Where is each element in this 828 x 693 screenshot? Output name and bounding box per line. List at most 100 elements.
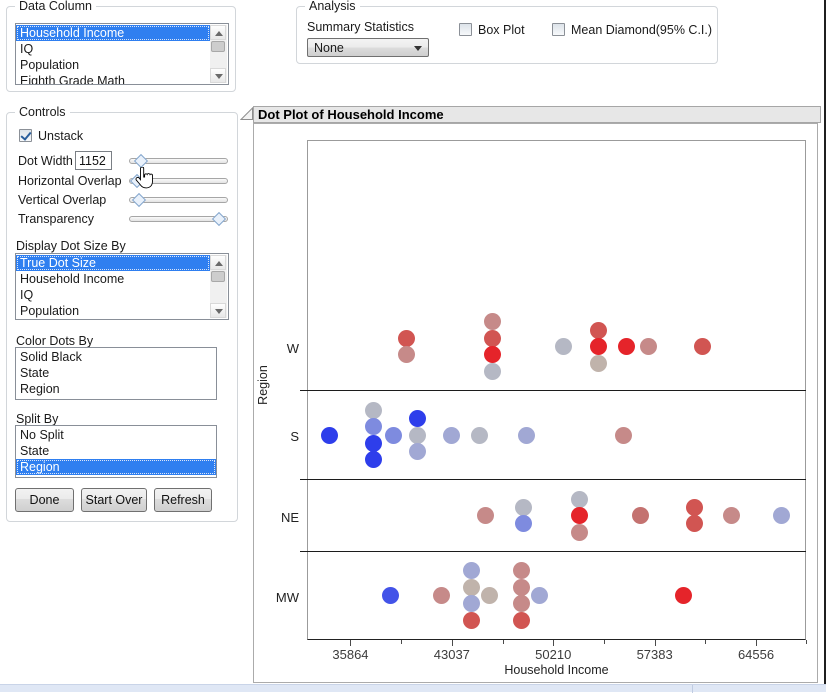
list-item[interactable]: Household Income	[16, 25, 210, 41]
data-dot[interactable]	[685, 515, 703, 533]
data-dot[interactable]	[476, 507, 494, 524]
data-dot[interactable]	[570, 523, 588, 541]
window-right-border	[824, 0, 826, 692]
list-item[interactable]: Region	[20, 382, 60, 396]
data-dot[interactable]	[693, 338, 711, 355]
data-dot[interactable]	[570, 507, 588, 524]
start-over-button[interactable]: Start Over	[81, 488, 147, 512]
data-dot[interactable]	[397, 346, 415, 364]
color-dots-by-list[interactable]: Solid Black State Region	[15, 347, 217, 400]
data-dot[interactable]	[723, 507, 740, 524]
dot-width-slider[interactable]	[129, 153, 228, 169]
report-title-bar[interactable]: Dot Plot of Household Income	[253, 106, 821, 123]
data-dot[interactable]	[364, 418, 382, 436]
data-dot[interactable]	[385, 426, 402, 444]
list-item[interactable]: Region	[16, 459, 216, 475]
data-dot[interactable]	[512, 578, 530, 596]
data-dot[interactable]	[514, 515, 532, 533]
data-dot[interactable]	[483, 329, 501, 347]
list-item[interactable]: No Split	[20, 428, 64, 442]
data-dot[interactable]	[589, 354, 607, 372]
scroll-thumb[interactable]	[211, 271, 225, 282]
data-column-scrollbar[interactable]	[210, 25, 227, 83]
data-dot[interactable]	[483, 313, 501, 331]
data-dot[interactable]	[462, 611, 480, 629]
list-item[interactable]: Population	[20, 304, 80, 318]
list-item[interactable]: State	[20, 366, 50, 380]
display-dot-size-scrollbar[interactable]	[210, 255, 227, 318]
transparency-slider[interactable]	[129, 211, 228, 227]
mean-diamond-checkbox[interactable]	[552, 23, 565, 36]
data-dot[interactable]	[408, 410, 426, 427]
data-dot[interactable]	[397, 329, 415, 347]
y-axis-title: Region	[256, 365, 270, 405]
list-item[interactable]: Household Income	[20, 272, 125, 286]
data-dot[interactable]	[554, 338, 572, 355]
display-dot-size-by-label: Display Dot Size By	[16, 239, 126, 253]
dot-width-input[interactable]	[75, 151, 112, 170]
list-item[interactable]: IQ	[20, 42, 34, 56]
data-dot[interactable]	[442, 426, 460, 444]
data-dot[interactable]	[589, 321, 607, 339]
data-dot[interactable]	[570, 490, 588, 508]
data-dot[interactable]	[674, 587, 692, 604]
vertical-overlap-slider[interactable]	[129, 192, 228, 208]
x-tick-minor	[806, 640, 807, 644]
y-tick	[300, 479, 307, 481]
data-dot[interactable]	[772, 507, 790, 524]
unstack-checkbox[interactable]	[19, 129, 32, 142]
summary-statistics-dropdown[interactable]: None	[307, 38, 429, 57]
display-dot-size-by-list[interactable]: True Dot Size Household Income IQ Populatio…	[15, 253, 229, 320]
data-dot[interactable]	[512, 611, 530, 629]
data-dot[interactable]	[470, 426, 488, 444]
data-dot[interactable]	[631, 507, 649, 524]
y-tick-label: S	[290, 429, 299, 444]
scroll-up-arrow[interactable]	[210, 255, 226, 270]
data-dot[interactable]	[639, 338, 657, 355]
data-dot[interactable]	[483, 362, 501, 380]
data-dot[interactable]	[512, 595, 530, 613]
horizontal-scrollbar[interactable]	[0, 684, 826, 693]
data-dot[interactable]	[480, 587, 498, 604]
box-plot-checkbox[interactable]	[459, 23, 472, 36]
data-dot[interactable]	[364, 401, 382, 419]
data-column-list[interactable]: Household Income IQ Population Eighth Grade…	[15, 23, 229, 85]
data-dot[interactable]	[517, 426, 535, 444]
mean-diamond-label: Mean Diamond(95% C.I.)	[571, 23, 713, 37]
data-dot[interactable]	[483, 346, 501, 364]
data-dot[interactable]	[615, 426, 632, 444]
list-item[interactable]: Solid Black	[20, 350, 82, 364]
list-item[interactable]: True Dot Size	[16, 255, 210, 271]
data-dot[interactable]	[408, 443, 426, 460]
data-dot[interactable]	[685, 498, 703, 516]
data-dot[interactable]	[408, 426, 426, 444]
scroll-down-arrow[interactable]	[210, 303, 226, 318]
data-dot[interactable]	[462, 595, 480, 613]
list-item[interactable]: Eighth Grade Math	[20, 74, 125, 85]
vertical-overlap-label: Vertical Overlap	[18, 193, 107, 207]
data-dot[interactable]	[364, 434, 382, 452]
scroll-thumb[interactable]	[211, 41, 225, 52]
list-item[interactable]: IQ	[20, 288, 34, 302]
data-dot[interactable]	[364, 451, 382, 469]
data-dot[interactable]	[530, 587, 548, 604]
data-dot[interactable]	[381, 587, 399, 604]
data-dot[interactable]	[462, 562, 480, 580]
split-by-list[interactable]: No Split State Region	[15, 425, 217, 478]
list-item[interactable]: State	[20, 444, 50, 458]
list-item[interactable]: Population	[20, 58, 80, 72]
data-dot[interactable]	[432, 587, 450, 604]
scroll-down-arrow[interactable]	[210, 68, 226, 83]
data-dot[interactable]	[320, 426, 338, 444]
scroll-up-arrow[interactable]	[210, 25, 226, 40]
data-dot[interactable]	[617, 338, 635, 355]
horizontal-overlap-slider[interactable]	[129, 173, 228, 189]
data-dot[interactable]	[514, 498, 532, 516]
data-dot[interactable]	[512, 562, 530, 580]
chevron-down-icon	[414, 46, 422, 51]
data-dot[interactable]	[462, 578, 480, 596]
refresh-button[interactable]: Refresh	[154, 488, 212, 512]
disclosure-triangle-icon[interactable]	[240, 107, 254, 121]
data-dot[interactable]	[589, 338, 607, 355]
done-button[interactable]: Done	[15, 488, 74, 512]
